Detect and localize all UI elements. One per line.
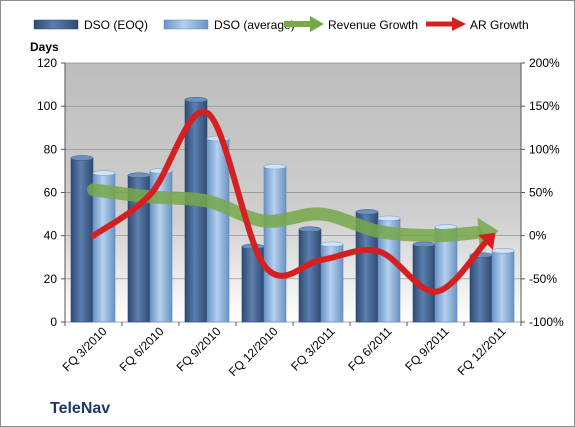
bar-dso-eoq — [184, 99, 208, 323]
right-tick-label: 150% — [529, 99, 560, 113]
left-axis-ticks: 0 20 40 60 80 100 120 — [37, 56, 57, 329]
category-label: FQ 6/2011 — [345, 324, 395, 374]
right-tick-label: 100% — [529, 142, 560, 156]
legend-label-revenue-growth: Revenue Growth — [328, 18, 418, 32]
legend-swatch-dso-eoq — [33, 19, 79, 30]
arrowhead-revenue-growth — [477, 217, 499, 248]
legend-label-dso-eoq: DSO (EOQ) — [84, 18, 148, 32]
left-tick-label: 0 — [50, 315, 57, 329]
right-tick-label: 0% — [529, 229, 547, 243]
bars — [70, 96, 515, 323]
line-revenue-growth — [87, 183, 484, 243]
right-tick-label: -100% — [529, 315, 564, 329]
bar-dso-eoq — [469, 254, 493, 323]
category-label: FQ 12/2010 — [226, 324, 281, 379]
category-label: FQ 9/2010 — [174, 324, 224, 374]
bar-top-cap — [263, 163, 287, 170]
category-label: FQ 3/2011 — [288, 324, 338, 374]
left-axis-title: Days — [30, 40, 59, 54]
legend-label-dso-average: DSO (average) — [214, 18, 295, 32]
bar-top-cap — [377, 215, 401, 222]
legend: DSO (EOQ) DSO (average) Revenue Growth A… — [33, 16, 529, 32]
bar-dso-average — [491, 250, 515, 323]
bar-top-cap — [70, 155, 94, 161]
legend-arrow-revenue-growth — [310, 16, 324, 32]
category-label: FQ 12/2011 — [455, 324, 509, 378]
left-tick-label: 20 — [44, 272, 58, 286]
bar-top-cap — [491, 248, 515, 254]
category-label: FQ 9/2011 — [402, 324, 452, 374]
legend-item-dso-average: DSO (average) — [163, 18, 295, 32]
bar-top-cap — [92, 170, 116, 176]
bar-top-cap — [355, 209, 379, 215]
category-label: FQ 6/2010 — [117, 324, 167, 374]
left-tick-label: 100 — [37, 99, 57, 113]
bar-top-cap — [298, 226, 322, 232]
category-labels: FQ 3/2010 FQ 6/2010 FQ 9/2010 FQ 12/2010 FQ … — [60, 324, 509, 379]
category-label: FQ 3/2010 — [60, 324, 110, 374]
legend-arrow-ar-growth — [452, 17, 466, 31]
legend-label-ar-growth: AR Growth — [470, 18, 529, 32]
right-tick-label: -50% — [529, 272, 557, 286]
bar-dso-eoq — [70, 157, 94, 323]
left-tick-label: 40 — [44, 229, 58, 243]
bar-dso-average — [206, 138, 230, 323]
company-name: TeleNav — [50, 400, 110, 417]
bar-dso-eoq — [298, 228, 322, 323]
left-tick-label: 60 — [44, 186, 58, 200]
bar-top-cap — [320, 241, 344, 248]
bar-top-cap — [127, 172, 151, 178]
line-ar-growth — [90, 108, 488, 295]
right-tick-label: 200% — [529, 56, 560, 70]
legend-item-ar-growth: AR Growth — [426, 17, 529, 32]
right-tick-label: 50% — [529, 186, 553, 200]
legend-item-revenue-growth: Revenue Growth — [284, 16, 418, 32]
bar-top-cap — [412, 241, 436, 248]
bar-dso-average — [263, 166, 287, 323]
bar-top-cap — [184, 96, 208, 103]
left-tick-label: 120 — [37, 56, 57, 70]
growth-lines — [87, 108, 499, 295]
left-tick-label: 80 — [44, 142, 58, 156]
legend-item-dso-eoq: DSO (EOQ) — [33, 18, 148, 32]
right-axis-ticks: -100% -50% 0% 50% 100% 150% 200% — [529, 56, 564, 329]
arrowhead-ar-growth — [478, 232, 496, 251]
legend-swatch-dso-average — [163, 19, 209, 30]
